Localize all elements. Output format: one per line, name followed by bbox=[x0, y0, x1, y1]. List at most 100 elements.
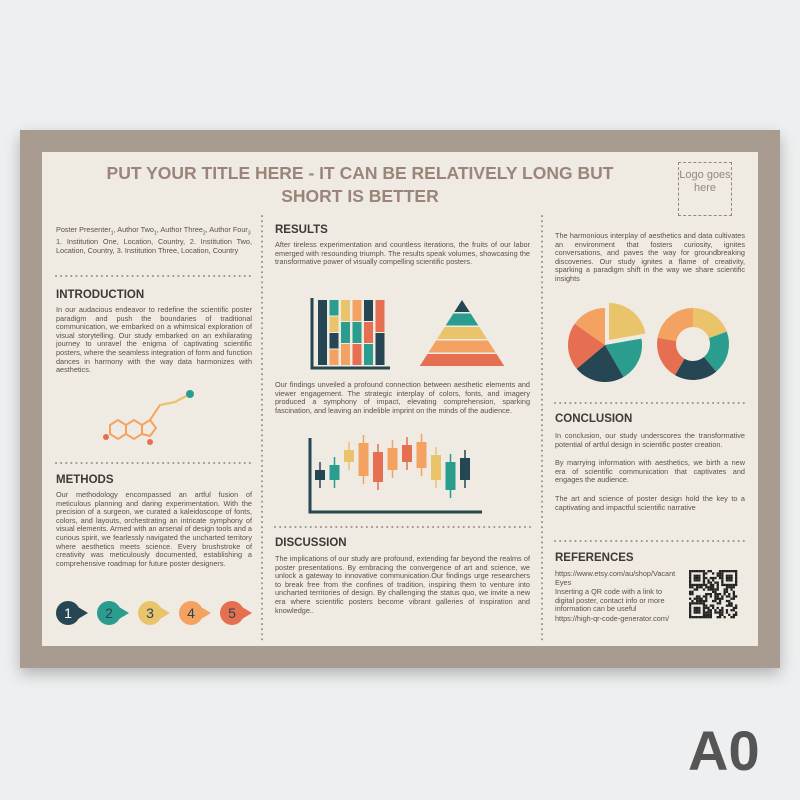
qr-module bbox=[732, 590, 735, 593]
qr-module bbox=[700, 586, 703, 589]
qr-module bbox=[716, 595, 719, 598]
qr-module bbox=[709, 613, 712, 616]
qr-module bbox=[728, 579, 731, 582]
qr-module bbox=[714, 590, 717, 593]
qr-module bbox=[702, 616, 706, 619]
qr-module bbox=[702, 609, 706, 612]
qr-module bbox=[709, 604, 712, 607]
pyramid-layer bbox=[445, 313, 479, 326]
icon-bar bbox=[329, 349, 339, 365]
candle-body bbox=[329, 465, 340, 480]
qr-module bbox=[702, 588, 706, 591]
qr-module bbox=[705, 597, 708, 600]
qr-module bbox=[705, 593, 708, 596]
qr-module bbox=[728, 583, 731, 587]
pie-slice bbox=[568, 323, 605, 369]
qr-module bbox=[732, 593, 735, 596]
icon-bar bbox=[318, 300, 327, 365]
qr-module bbox=[730, 586, 733, 589]
qr-module bbox=[705, 583, 708, 587]
molecule bbox=[109, 394, 189, 441]
paragraph: The harmonious interplay of aesthetics a… bbox=[555, 231, 745, 283]
qr-module bbox=[728, 570, 731, 573]
qr-module bbox=[707, 593, 710, 596]
qr-module bbox=[730, 602, 733, 605]
qr-module bbox=[735, 572, 738, 575]
qr-module bbox=[702, 581, 706, 584]
qr-module bbox=[695, 616, 699, 619]
qr-module bbox=[721, 570, 724, 573]
qr-module bbox=[695, 586, 699, 589]
qr-module bbox=[695, 579, 699, 582]
qr-module bbox=[700, 570, 703, 573]
reference: https://www.etsy.com/au/shop/VacantEyes bbox=[555, 569, 676, 587]
qr-module bbox=[689, 572, 692, 575]
qr-module bbox=[718, 576, 722, 580]
qr-module bbox=[732, 583, 735, 587]
paragraph: Our methodology encompassed an artful fu… bbox=[56, 490, 252, 568]
candle-body bbox=[402, 445, 412, 462]
qr-module bbox=[712, 572, 715, 575]
qr-module bbox=[702, 606, 706, 610]
qr-module bbox=[700, 616, 703, 619]
qr-module bbox=[716, 583, 719, 587]
step-number: 5 bbox=[228, 605, 236, 621]
pyramid-layer bbox=[419, 354, 505, 366]
icon-bar bbox=[364, 300, 373, 321]
qr-module bbox=[712, 583, 715, 587]
icon-bar bbox=[329, 300, 339, 316]
candle-body bbox=[387, 448, 398, 470]
qr-module bbox=[732, 606, 735, 610]
icon-bar bbox=[341, 344, 350, 365]
qr-module bbox=[689, 613, 692, 616]
qr-module bbox=[689, 586, 692, 589]
qr-module bbox=[712, 579, 715, 582]
qr-module bbox=[716, 606, 719, 610]
qr-module bbox=[709, 609, 712, 612]
qr-module bbox=[702, 604, 706, 607]
qr-module bbox=[728, 613, 731, 616]
paragraph: In conclusion, our study underscores the… bbox=[555, 431, 745, 449]
qr-module bbox=[730, 604, 733, 607]
logo-placeholder: Logo goes here bbox=[678, 162, 732, 216]
qr-module bbox=[714, 609, 717, 612]
qr-module bbox=[725, 609, 729, 612]
qr-module bbox=[689, 574, 692, 577]
affiliation: 1 bbox=[110, 230, 114, 237]
qr-module bbox=[735, 583, 738, 587]
qr-module bbox=[700, 583, 703, 587]
qr-module bbox=[709, 595, 712, 598]
qr-module bbox=[725, 588, 729, 591]
step-circle bbox=[179, 601, 203, 625]
donut-slice bbox=[703, 331, 729, 372]
qr-module bbox=[730, 583, 733, 587]
qr-module bbox=[691, 583, 694, 587]
qr-module bbox=[707, 609, 710, 612]
donut-slice bbox=[675, 357, 717, 380]
step-arrow bbox=[78, 607, 88, 619]
qr-module bbox=[705, 613, 708, 616]
qr-module bbox=[691, 602, 694, 605]
qr-module bbox=[691, 599, 694, 603]
qr-module bbox=[693, 579, 696, 582]
qr-module bbox=[718, 593, 722, 596]
qr-module bbox=[721, 595, 724, 598]
qr-module bbox=[716, 593, 719, 596]
icon-bar bbox=[341, 322, 350, 343]
icon-bar bbox=[375, 333, 385, 365]
qr-module bbox=[695, 574, 699, 577]
step-arrow bbox=[242, 607, 252, 619]
qr-module bbox=[709, 583, 712, 587]
icon-bar bbox=[352, 322, 362, 343]
candle-body bbox=[373, 452, 383, 482]
qr-module bbox=[723, 593, 726, 596]
qr-module bbox=[732, 570, 735, 573]
qr-module bbox=[735, 579, 738, 582]
qr-module bbox=[735, 595, 738, 598]
paragraph: In our audacious endeavor to redefine th… bbox=[56, 305, 252, 375]
step-circle bbox=[220, 601, 244, 625]
qr-module bbox=[732, 597, 735, 600]
qr-module bbox=[698, 616, 701, 619]
qr-module bbox=[714, 597, 717, 600]
